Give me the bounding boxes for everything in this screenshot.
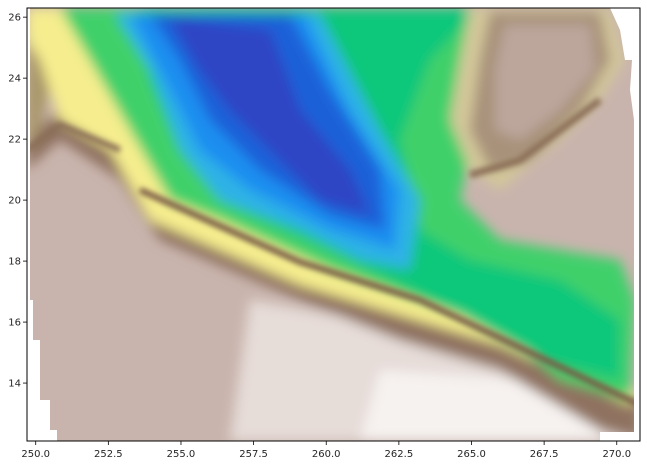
x-tick-label: 270.0 xyxy=(602,449,631,460)
x-tick-label: 250.0 xyxy=(21,449,50,460)
y-tick-label: 24 xyxy=(8,74,21,85)
x-axis: 250.0 252.5 255.0 257.5 260.0 262.5 265.0 267.5… xyxy=(21,441,631,460)
y-tick-label: 14 xyxy=(8,379,21,390)
y-axis: 14 16 18 20 22 24 26 xyxy=(8,13,27,390)
x-tick-label: 262.5 xyxy=(385,449,414,460)
y-tick-label: 18 xyxy=(8,257,21,268)
x-tick-label: 255.0 xyxy=(167,449,196,460)
x-tick-label: 257.5 xyxy=(239,449,268,460)
x-tick-label: 265.0 xyxy=(457,449,486,460)
x-tick-label: 260.0 xyxy=(312,449,341,460)
y-tick-label: 26 xyxy=(8,13,21,24)
y-tick-label: 16 xyxy=(8,318,21,329)
x-tick-label: 252.5 xyxy=(94,449,123,460)
y-tick-label: 22 xyxy=(8,135,21,146)
plot-frame xyxy=(26,7,641,442)
y-tick-label: 20 xyxy=(8,196,21,207)
heatmap-surface xyxy=(27,8,640,441)
x-tick-label: 267.5 xyxy=(530,449,559,460)
